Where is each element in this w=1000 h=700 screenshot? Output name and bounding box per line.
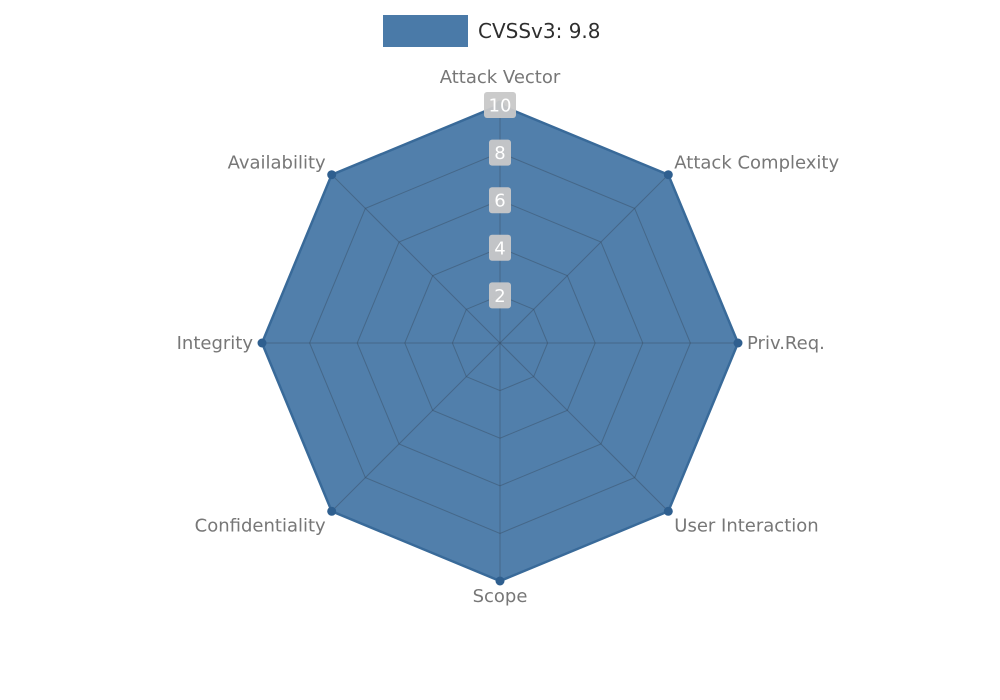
tick-label: 4 xyxy=(494,238,505,259)
data-vertex-marker xyxy=(327,170,337,180)
category-label: Attack Complexity xyxy=(674,153,839,174)
category-label: Priv.Req. xyxy=(747,333,825,354)
axis-spoke xyxy=(499,342,669,512)
tick-label-box xyxy=(484,92,516,118)
axis-spoke xyxy=(331,174,501,344)
axis-spoke xyxy=(331,342,501,512)
legend-label: CVSSv3: 9.8 xyxy=(478,19,601,43)
tick-label: 6 xyxy=(494,191,505,212)
legend-swatch xyxy=(383,15,468,47)
data-vertex-marker xyxy=(663,506,673,516)
data-vertex-marker xyxy=(663,170,673,180)
data-vertex-marker xyxy=(327,506,337,516)
category-label: Attack Vector xyxy=(440,67,561,88)
data-vertex-marker xyxy=(257,338,267,348)
tick-label-box xyxy=(489,234,511,261)
category-label: Scope xyxy=(473,586,528,607)
tick-label: 8 xyxy=(494,143,505,164)
tick-label: 10 xyxy=(489,96,512,117)
tick-label-box xyxy=(489,187,511,214)
tick-label-box xyxy=(489,139,511,166)
grid-ring xyxy=(309,152,691,534)
category-label: User Interaction xyxy=(674,515,818,536)
category-label: Confidentiality xyxy=(195,515,326,536)
tick-label: 2 xyxy=(494,286,505,307)
data-vertex-marker xyxy=(495,576,505,586)
category-label: Integrity xyxy=(177,333,254,354)
grid-ring xyxy=(356,199,644,487)
category-label: Availability xyxy=(228,153,326,174)
tick-label-box xyxy=(489,282,511,309)
grid-ring xyxy=(451,294,549,392)
data-vertex-marker xyxy=(733,338,743,348)
data-polygon-fill xyxy=(262,105,738,581)
legend: CVSSv3: 9.8 xyxy=(383,15,601,47)
grid-ring xyxy=(404,247,596,439)
axis-spoke xyxy=(499,174,669,344)
